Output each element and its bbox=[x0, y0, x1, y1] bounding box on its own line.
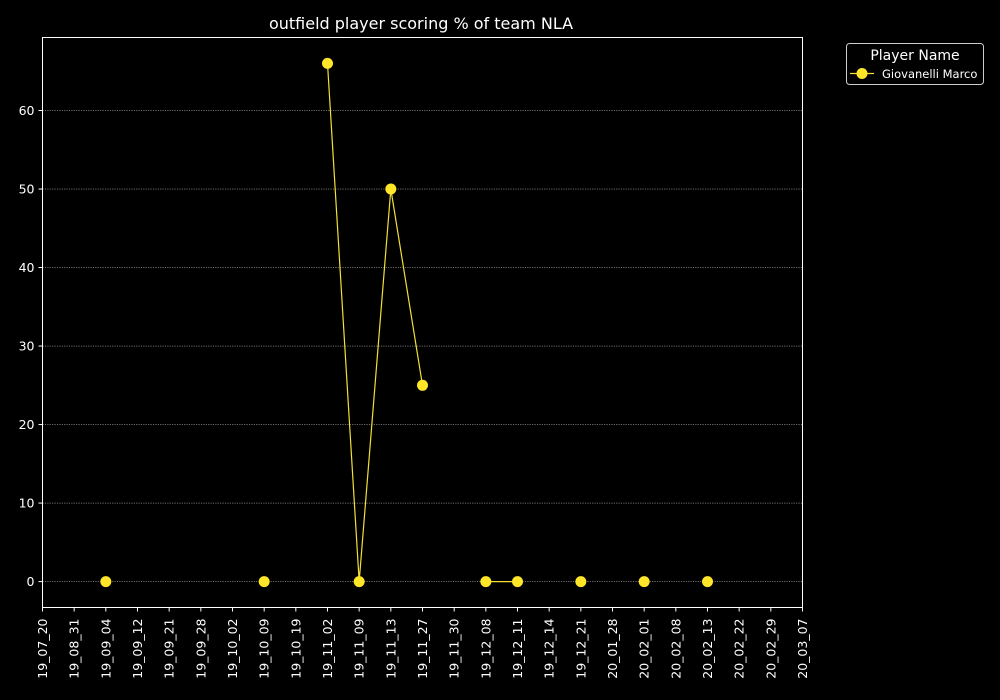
data-point bbox=[417, 379, 428, 391]
x-tick-label: 19_10_02 bbox=[225, 619, 240, 679]
data-point bbox=[575, 576, 587, 588]
legend-marker-swatch bbox=[856, 68, 868, 79]
x-tick-label: 20_02_22 bbox=[732, 619, 747, 679]
x-tick-label: 19_12_11 bbox=[510, 619, 525, 679]
x-tick-label: 19_11_30 bbox=[447, 618, 462, 678]
data-point bbox=[702, 576, 713, 588]
x-tick-label: 19_10_19 bbox=[288, 618, 303, 678]
data-point bbox=[322, 57, 333, 69]
data-point bbox=[258, 576, 270, 588]
x-tick-label: 19_10_09 bbox=[257, 618, 272, 678]
y-tick-label: 50 bbox=[19, 182, 35, 197]
x-tick-label: 20_02_01 bbox=[637, 619, 652, 679]
series-line bbox=[326, 63, 424, 582]
chart-title: outfield player scoring % of team NLA bbox=[269, 14, 573, 33]
x-tick-label: 19_09_28 bbox=[193, 618, 208, 678]
data-point bbox=[353, 576, 365, 588]
data-point bbox=[512, 576, 523, 588]
x-tick-label: 20_03_07 bbox=[795, 619, 810, 679]
x-tick-label: 19_11_09 bbox=[352, 618, 367, 678]
x-axis: 19_07_20 19_08_31 19_09_04 19_09_12 19_09_21… bbox=[35, 607, 810, 679]
y-tick-label: 0 bbox=[27, 574, 35, 589]
legend: Player Name Giovanelli Marco bbox=[846, 43, 984, 85]
y-tick-label: 30 bbox=[19, 339, 35, 354]
y-tick-label: 10 bbox=[19, 496, 35, 511]
y-tick-label: 60 bbox=[19, 103, 35, 118]
x-tick-label: 20_02_29 bbox=[763, 618, 778, 678]
legend-entry-label: Giovanelli Marco bbox=[882, 67, 977, 81]
x-tick-label: 19_07_20 bbox=[35, 618, 50, 678]
legend-title: Player Name bbox=[870, 48, 959, 64]
x-tick-label: 20_02_13 bbox=[700, 619, 715, 679]
y-tick-label: 40 bbox=[19, 260, 35, 275]
y-tick-label: 20 bbox=[19, 417, 35, 432]
x-tick-label: 19_09_12 bbox=[130, 619, 145, 679]
x-tick-label: 19_11_02 bbox=[320, 619, 335, 679]
x-tick-label: 20_01_28 bbox=[605, 618, 620, 678]
series-layer bbox=[100, 57, 713, 588]
x-tick-label: 19_11_13 bbox=[383, 619, 398, 679]
x-tick-label: 19_09_04 bbox=[98, 618, 113, 678]
x-tick-label: 20_02_08 bbox=[668, 618, 683, 678]
grid bbox=[42, 110, 803, 582]
x-tick-label: 19_11_27 bbox=[415, 619, 430, 679]
x-tick-label: 19_12_21 bbox=[573, 619, 588, 679]
data-point bbox=[480, 576, 492, 588]
x-tick-label: 19_12_14 bbox=[542, 618, 557, 678]
x-tick-label: 19_08_31 bbox=[67, 619, 82, 679]
legend-box bbox=[846, 43, 984, 85]
x-tick-label: 19_12_08 bbox=[478, 618, 493, 678]
data-point bbox=[638, 576, 650, 588]
y-axis: 0 10 20 30 40 50 60 bbox=[19, 103, 43, 589]
data-point bbox=[385, 183, 397, 195]
x-tick-label: 19_09_21 bbox=[162, 619, 177, 679]
data-point bbox=[100, 576, 112, 588]
